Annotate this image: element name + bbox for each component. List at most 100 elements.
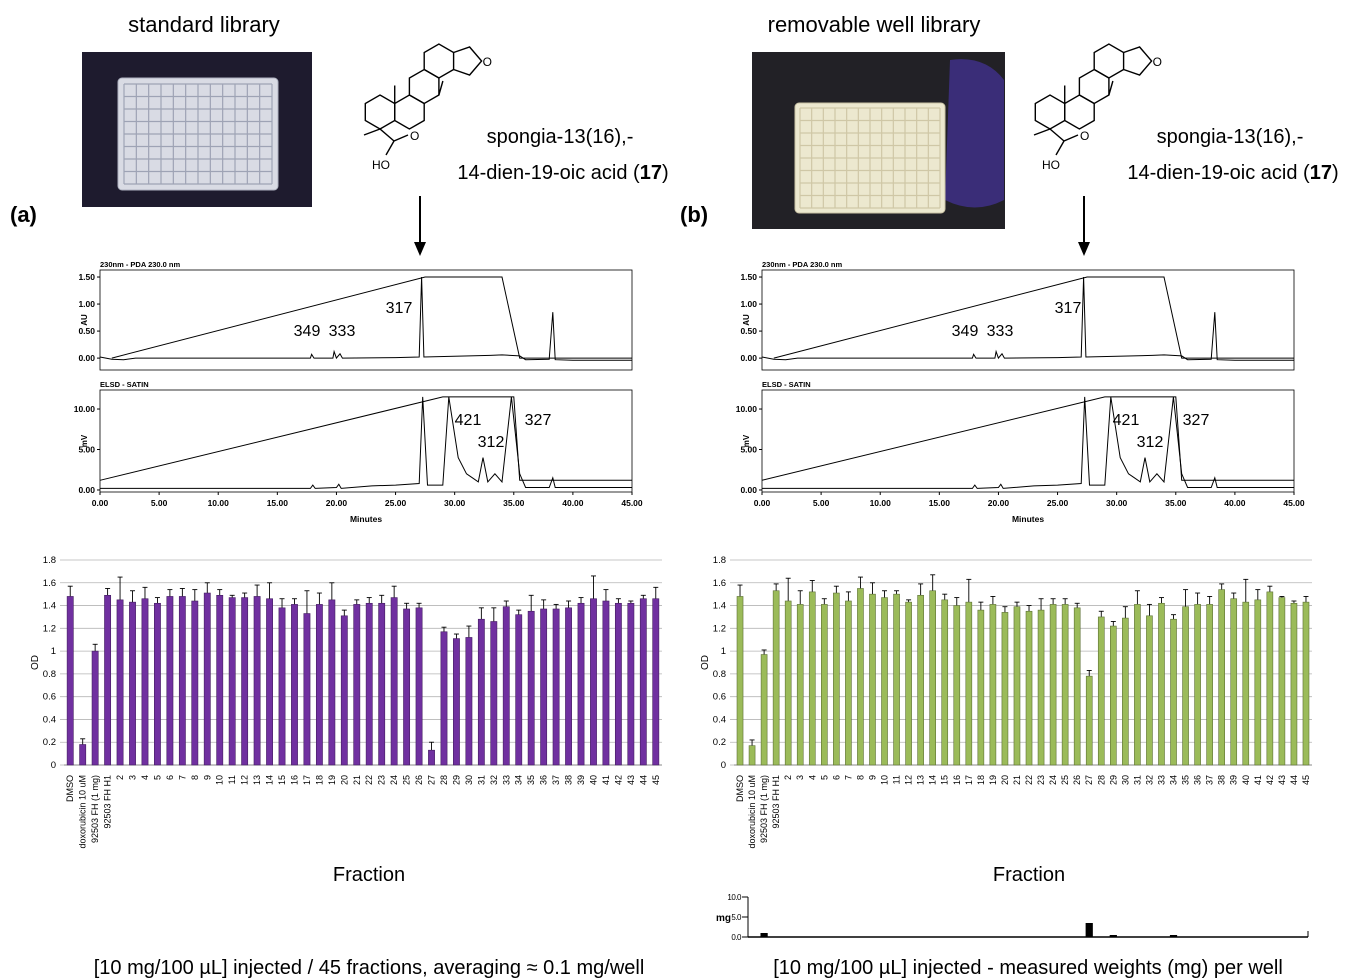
bar: [1158, 602, 1165, 766]
methyl: [363, 128, 381, 136]
peak-label: 333: [987, 323, 1014, 340]
bar: [178, 596, 186, 766]
x-axis-label: Minutes: [350, 514, 382, 524]
x-tick-label: 36: [539, 775, 549, 785]
x-tick-label: 7: [177, 775, 187, 780]
bar: [614, 602, 622, 766]
bar: [905, 601, 912, 766]
atom-label: O: [1080, 129, 1089, 143]
x-tick-label: 8: [190, 775, 200, 780]
atom-label: O: [410, 129, 419, 143]
peak-label: 312: [1137, 434, 1164, 451]
y-tick-label: 0.8: [713, 669, 726, 680]
plot-frame: [761, 389, 1295, 493]
x-tick-label: 24: [389, 775, 399, 785]
bar: [627, 602, 635, 766]
x-tick-label: 18: [976, 775, 986, 785]
trace: [762, 396, 1294, 489]
trace: [111, 276, 632, 359]
y-tick-label: 0.50: [78, 326, 95, 336]
x-tick-label: 2: [115, 775, 125, 780]
compound-name-text: 14-dien-19-oic acid (: [457, 162, 640, 184]
bar: [465, 637, 473, 766]
x-tick-label: 2: [783, 775, 793, 780]
x-tick-label: 41: [1253, 775, 1263, 785]
x-tick-label: 29: [1108, 775, 1118, 785]
x-tick-label: 4: [140, 775, 150, 780]
peak-label: 327: [525, 412, 552, 429]
bar: [1037, 609, 1045, 766]
trace: [773, 276, 1294, 359]
bar: [1266, 591, 1274, 766]
bar: [129, 601, 136, 766]
y-tick-label: 5.00: [78, 445, 95, 455]
bar: [1194, 604, 1201, 766]
x-tick-label: 17: [964, 775, 974, 785]
x-tick-label: 43: [626, 775, 636, 785]
atom-label: HO: [372, 158, 390, 172]
bar: [66, 596, 74, 766]
y-axis-label: AU: [80, 314, 89, 326]
bar: [1097, 616, 1105, 766]
x-tick-label: 20.00: [988, 498, 1010, 508]
compound-name-text: 14-dien-19-oic acid (: [1127, 162, 1310, 184]
x-tick-label: 31: [1132, 775, 1142, 785]
y-tick-label: 0: [721, 760, 726, 771]
y-axis-label: mV: [742, 434, 751, 447]
bar: [1110, 625, 1117, 766]
ring: [1064, 94, 1095, 130]
x-tick-label: 38: [564, 775, 574, 785]
x-tick-label: 30.00: [1106, 498, 1128, 508]
bar: [1001, 612, 1009, 766]
peak-label: 327: [1183, 412, 1210, 429]
bar: [821, 604, 828, 766]
x-tick-label: 40: [1241, 775, 1251, 785]
x-tick-label: 44: [1289, 775, 1299, 785]
x-tick-label: 35.00: [503, 498, 525, 508]
bar: [403, 608, 411, 766]
bar: [502, 606, 510, 766]
furan-ring: [1123, 46, 1153, 76]
compound-name: spongia-13(16),-: [1157, 126, 1304, 148]
bar: [191, 600, 199, 766]
bar: [1242, 601, 1250, 766]
bar: [590, 598, 597, 766]
bar: [748, 745, 756, 766]
bar: [315, 604, 323, 766]
compound-name: 14-dien-19-oic acid (17): [457, 162, 668, 184]
x-tick-label: 10: [880, 775, 890, 785]
x-tick-label: 20: [1000, 775, 1010, 785]
x-tick-label: 92503 FH (1 mg): [90, 775, 100, 843]
y-tick-label: 1.8: [43, 555, 56, 566]
bar: [989, 604, 997, 766]
y-tick-label: 1.2: [43, 623, 56, 634]
ring: [408, 68, 440, 105]
x-tick-label: 42: [613, 775, 623, 785]
y-axis-label: mV: [80, 434, 89, 447]
bar: [941, 599, 949, 766]
bar: [1182, 606, 1189, 766]
y-tick-label: 1.6: [43, 578, 56, 589]
x-tick-label: 25: [402, 775, 412, 785]
bar: [602, 600, 610, 766]
x-tick-label: 21: [1012, 775, 1022, 785]
x-tick-label: 17: [302, 775, 312, 785]
x-tick-label: 0.00: [92, 498, 109, 508]
ring: [1034, 94, 1066, 130]
chemical-structure: [363, 43, 483, 156]
y-axis-label: OD: [700, 655, 711, 670]
bar: [977, 609, 985, 766]
x-tick-label: 12: [904, 775, 914, 785]
x-tick-label: 32: [489, 775, 499, 785]
x-tick-label: 30: [464, 775, 474, 785]
ring: [364, 94, 396, 130]
bar: [440, 631, 448, 766]
y-axis-label: OD: [30, 655, 41, 670]
panel-caption: [10 mg/100 µL] injected - measured weigh…: [773, 957, 1283, 979]
arrow-head: [1078, 242, 1090, 256]
x-tick-label: 20.00: [326, 498, 348, 508]
acid-bond: [393, 134, 409, 142]
bar: [340, 615, 348, 766]
bar: [552, 608, 560, 766]
x-tick-label: 20: [339, 775, 349, 785]
